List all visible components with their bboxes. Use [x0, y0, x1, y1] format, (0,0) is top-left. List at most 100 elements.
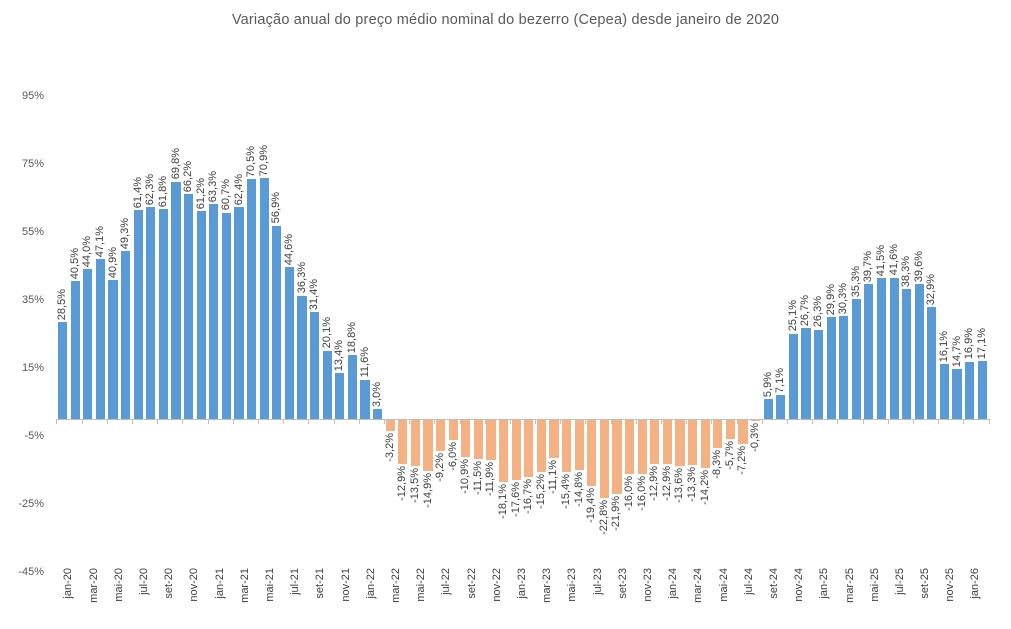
x-axis-tick	[434, 419, 436, 424]
bar	[461, 420, 471, 458]
bar	[385, 420, 395, 431]
bar-value-label: 70,5%	[245, 146, 258, 178]
x-axis-label: nov-21	[339, 568, 352, 602]
y-axis-label: -45%	[18, 566, 44, 578]
bar	[310, 312, 320, 419]
bar	[146, 207, 156, 419]
bar-value-label: -12,9%	[648, 465, 661, 501]
x-axis-label: mai-24	[717, 568, 730, 602]
bar	[801, 328, 811, 419]
bar-value-label: 61,2%	[194, 177, 207, 209]
x-axis-tick	[761, 419, 763, 424]
bar	[902, 288, 912, 419]
bar	[184, 193, 194, 419]
x-axis-tick	[333, 419, 335, 424]
x-axis-label: mar-20	[87, 568, 100, 603]
bar-value-label: -16,0%	[635, 476, 648, 512]
x-axis-label: jan-23	[515, 568, 528, 599]
bar	[108, 279, 118, 419]
bar	[889, 277, 899, 419]
bar-value-label: 60,7%	[219, 179, 232, 211]
x-axis-tick	[610, 419, 612, 424]
bar-value-label: 17,1%	[975, 327, 988, 359]
x-axis-tick	[81, 419, 83, 424]
x-axis-label: mar-23	[541, 568, 554, 603]
bar-value-label: 61,4%	[131, 177, 144, 209]
bar-value-label: 41,5%	[875, 244, 887, 276]
x-axis-tick	[887, 419, 889, 424]
bar-value-label: -8,3%	[711, 450, 724, 479]
x-axis-label: mar-25	[843, 568, 856, 603]
x-axis-label: mar-21	[238, 568, 251, 603]
bar	[373, 408, 383, 419]
bar-value-label: -6,0%	[446, 442, 459, 472]
bar	[599, 420, 609, 498]
bar-value-label: -16,0%	[623, 476, 636, 512]
bar-value-label: -16,7%	[522, 478, 535, 514]
bar	[738, 420, 748, 445]
x-axis-label: set-25	[919, 568, 932, 599]
bar	[914, 284, 924, 419]
bar	[750, 420, 761, 422]
x-axis-tick	[283, 419, 285, 424]
y-axis-label: -25%	[18, 498, 44, 510]
bar	[612, 420, 622, 495]
bar-value-label: 31,4%	[308, 279, 321, 311]
y-axis-label: 55%	[21, 226, 44, 238]
bar-value-label: -17,6%	[509, 481, 522, 517]
x-axis-tick	[257, 419, 259, 424]
x-axis-label: mai-23	[566, 568, 579, 602]
x-axis-tick	[988, 419, 990, 424]
bar-value-label: 16,1%	[937, 331, 950, 363]
bar	[247, 179, 257, 419]
bar	[650, 420, 660, 464]
x-axis-label: jan-22	[364, 568, 377, 599]
bar	[58, 322, 68, 419]
bar	[927, 307, 937, 419]
bar-value-label: -13,3%	[686, 467, 699, 503]
bar	[284, 267, 295, 419]
bar	[788, 333, 798, 419]
bar-value-label: -3,2%	[383, 432, 396, 462]
bar	[624, 420, 635, 475]
bar-value-label: 26,3%	[812, 296, 825, 328]
bar-value-label: 56,9%	[270, 192, 283, 224]
bar-value-label: 14,7%	[950, 335, 963, 368]
x-axis-label: jul-25	[893, 568, 906, 595]
bar	[675, 420, 685, 467]
x-axis-label: jan-24	[667, 568, 680, 599]
x-axis-label: set-21	[314, 568, 327, 599]
y-axis-label: 75%	[21, 158, 44, 170]
bar	[561, 420, 572, 473]
x-axis-tick	[787, 419, 789, 424]
x-axis-tick	[686, 419, 688, 424]
bar	[876, 277, 887, 419]
x-axis-label: set-24	[767, 568, 780, 599]
x-axis-label: set-20	[163, 568, 176, 599]
bar-value-label: 39,6%	[912, 251, 925, 283]
bar	[473, 420, 483, 460]
x-axis-tick	[157, 419, 159, 424]
bar-value-label: 5,9%	[761, 371, 774, 397]
x-axis-tick	[509, 419, 511, 424]
x-axis-label: jan-25	[818, 568, 831, 599]
x-axis-label: set-22	[465, 568, 478, 599]
bar	[939, 364, 950, 419]
bar	[335, 373, 345, 419]
bar-value-label: 41,6%	[887, 244, 900, 276]
bar	[813, 329, 824, 419]
bar	[713, 420, 723, 449]
x-axis-tick	[535, 419, 537, 424]
x-axis-tick	[459, 419, 461, 424]
x-axis-tick	[912, 419, 914, 424]
bar-value-label: -14,2%	[698, 470, 711, 506]
bar	[158, 208, 169, 419]
bar	[763, 398, 773, 419]
y-axis-label: -5%	[24, 430, 44, 442]
bar	[448, 420, 458, 441]
bar-value-label: 70,9%	[257, 144, 270, 176]
x-axis-label: mai-25	[868, 568, 881, 602]
bar	[360, 379, 370, 419]
bar	[776, 394, 786, 419]
x-axis-tick	[661, 419, 663, 424]
